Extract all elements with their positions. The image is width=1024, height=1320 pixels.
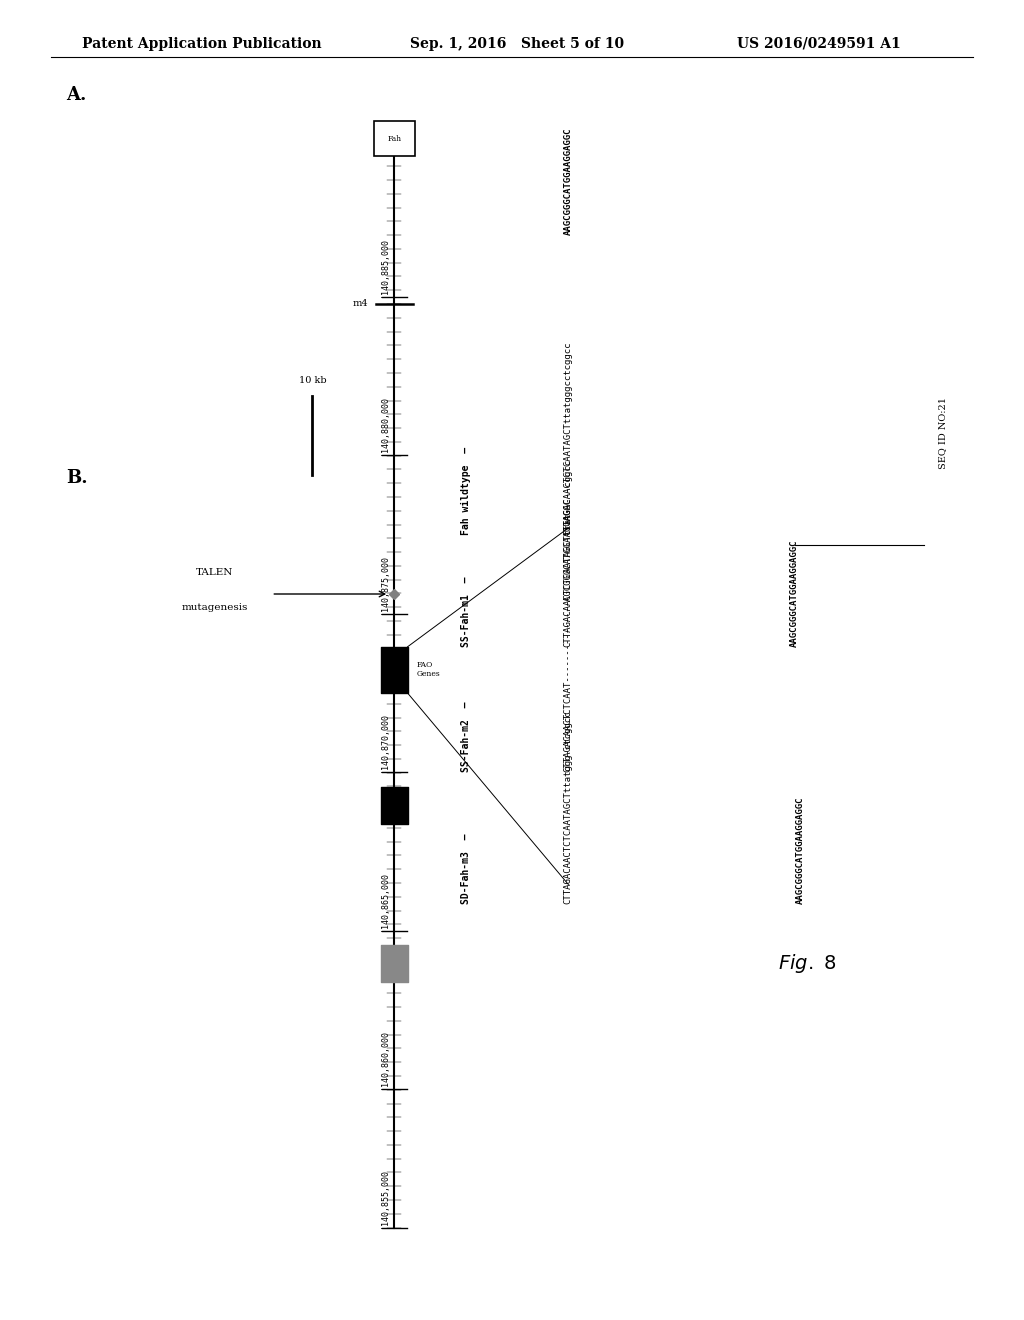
Text: |140,885,000: |140,885,000 xyxy=(380,238,389,297)
Text: US 2016/0249591 A1: US 2016/0249591 A1 xyxy=(737,37,901,51)
Text: SS-Fah-m2  –: SS-Fah-m2 – xyxy=(461,702,471,772)
Text: TALEN: TALEN xyxy=(197,568,233,577)
Text: mutagenesis: mutagenesis xyxy=(182,603,248,612)
Text: AAGCGGGCATGGAAGGAGGC: AAGCGGGCATGGAAGGAGGC xyxy=(790,540,799,647)
Text: FAO
Genes: FAO Genes xyxy=(417,661,440,678)
Text: CTTAGACAACTCTCAATAGCTttatgggcctcggcc: CTTAGACAACTCTCAATAGCTttatgggcctcggcc xyxy=(564,341,572,535)
Text: m4: m4 xyxy=(353,300,369,308)
Text: Fah wildtype  –: Fah wildtype – xyxy=(461,446,471,535)
Text: CTTAGACAACTCTCAATAGCTttatggg-ctcggcc: CTTAGACAACTCTCAATAGCTttatggg-ctcggcc xyxy=(564,710,572,904)
Text: AAGCGGGCATGGAAGGAGGC: AAGCGGGCATGGAAGGAGGC xyxy=(796,797,805,904)
Text: |140,855,000: |140,855,000 xyxy=(380,1168,389,1228)
Text: Sep. 1, 2016   Sheet 5 of 10: Sep. 1, 2016 Sheet 5 of 10 xyxy=(410,37,624,51)
Bar xyxy=(374,121,415,156)
Text: AAGCGGGCATGGAAGGAGGC: AAGCGGGCATGGAAGGAGGC xyxy=(564,128,572,235)
Text: |140,865,000: |140,865,000 xyxy=(380,871,389,931)
Text: Fah: Fah xyxy=(387,135,401,143)
Text: A.: A. xyxy=(67,86,87,104)
Text: CTTAGACAACTCTCAATAGCTttat-----cggcc: CTTAGACAACTCTCAATAGCTttat-----cggcc xyxy=(564,458,572,647)
Text: SEQ ID NO:21: SEQ ID NO:21 xyxy=(938,396,947,469)
Text: Patent Application Publication: Patent Application Publication xyxy=(82,37,322,51)
Text: |140,880,000: |140,880,000 xyxy=(380,396,389,455)
Text: $\it{Fig.\ 8}$: $\it{Fig.\ 8}$ xyxy=(778,952,837,975)
Text: SD-Fah-m3  –: SD-Fah-m3 – xyxy=(461,834,471,904)
Text: SS-Fah-m1  –: SS-Fah-m1 – xyxy=(461,577,471,647)
Text: CTTAGACAACTCTCAAT---------------AGCGGGCATGGAAGGAGGC: CTTAGACAACTCTCAAT---------------AGCGGGCA… xyxy=(564,498,572,772)
Text: 10 kb: 10 kb xyxy=(299,376,326,385)
Text: B.: B. xyxy=(67,469,88,487)
Text: |140,860,000: |140,860,000 xyxy=(380,1030,389,1089)
Text: |140,870,000: |140,870,000 xyxy=(380,713,389,772)
Text: |140,875,000: |140,875,000 xyxy=(380,554,389,614)
